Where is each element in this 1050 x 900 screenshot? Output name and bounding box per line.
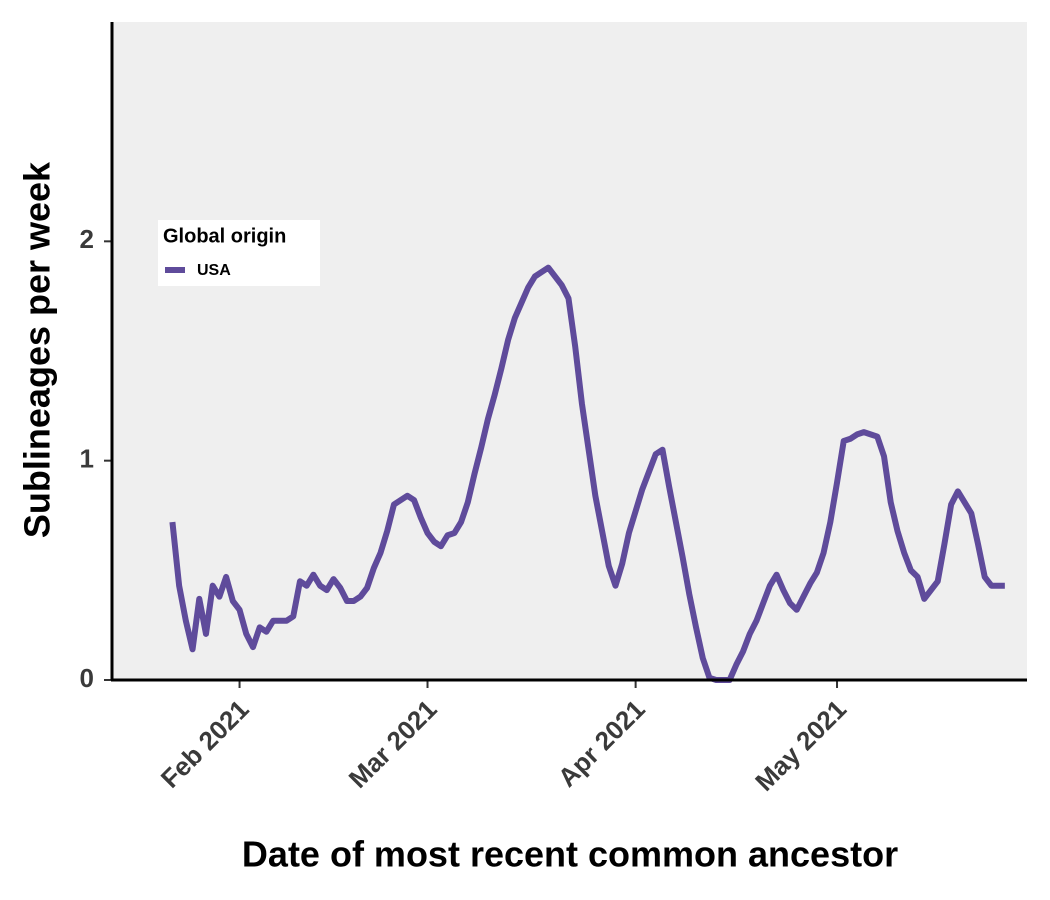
x-tick-label: May 2021 bbox=[749, 694, 852, 797]
x-tick-label: Feb 2021 bbox=[155, 694, 255, 794]
x-tick-label: Apr 2021 bbox=[552, 694, 651, 793]
y-tick-label: 2 bbox=[80, 224, 94, 254]
series-line bbox=[169, 264, 1005, 683]
legend: Global origin USA bbox=[158, 220, 320, 286]
x-tick-label: Mar 2021 bbox=[343, 694, 443, 794]
legend-label: USA bbox=[197, 262, 231, 279]
y-axis-title: Sublineages per week bbox=[17, 161, 58, 538]
x-axis-title: Date of most recent common ancestor bbox=[242, 834, 898, 875]
legend-box bbox=[158, 220, 320, 286]
y-tick-label: 0 bbox=[80, 663, 94, 693]
plot-panel bbox=[112, 22, 1027, 680]
legend-title: Global origin bbox=[163, 225, 286, 247]
y-tick-label: 1 bbox=[80, 444, 94, 474]
